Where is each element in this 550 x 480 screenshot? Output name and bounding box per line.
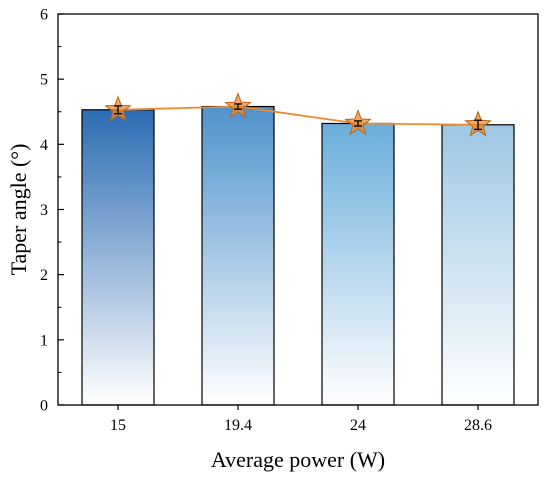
y-axis-label: Taper angle (°) [6, 144, 31, 276]
error-bars-layer [114, 103, 482, 130]
error-bar-28.6 [474, 119, 482, 130]
y-axis: 0 1 2 3 4 5 6 [40, 7, 64, 415]
y-tick-label: 5 [40, 72, 48, 89]
error-bar-19.4 [234, 103, 242, 110]
x-tick-label: 24 [350, 417, 366, 434]
trend-line [117, 105, 479, 126]
x-tick-label: 19.4 [224, 417, 252, 434]
y-tick-label: 2 [40, 267, 48, 284]
plot-frame [57, 13, 539, 406]
bar-24 [321, 122, 395, 406]
y-tick-label: 4 [40, 137, 48, 154]
bar-15 [81, 109, 155, 406]
x-axis: 15 19.4 24 28.6 [110, 405, 492, 434]
x-tick-label: 28.6 [464, 417, 492, 434]
y-tick-label: 0 [40, 398, 48, 415]
x-axis-label: Average power (W) [211, 447, 385, 472]
y-tick-label: 3 [40, 202, 48, 219]
x-tick-label: 15 [110, 417, 126, 434]
trend-line-layer [104, 92, 492, 137]
bar-19.4 [201, 105, 275, 406]
error-bar-15 [114, 105, 122, 115]
bars-layer [81, 105, 515, 406]
error-bar-24 [354, 120, 362, 127]
bar-28.6 [441, 124, 515, 406]
y-tick-label: 1 [40, 332, 48, 349]
y-tick-label: 6 [40, 7, 48, 24]
